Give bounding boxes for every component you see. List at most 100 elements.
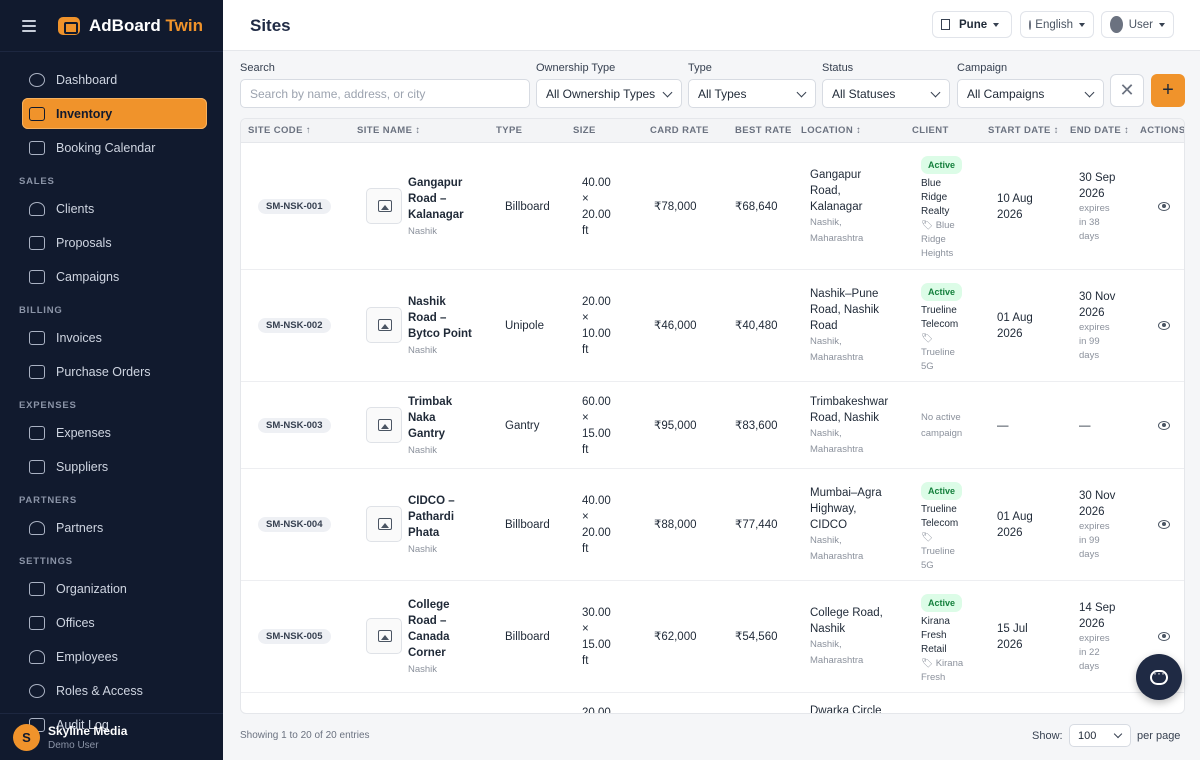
table-row[interactable]: 20.00 Dwarka Circle	[241, 693, 1184, 713]
sidebar-item-proposals[interactable]: Proposals	[22, 227, 207, 258]
column-header[interactable]: CARD RATE	[650, 125, 709, 136]
campaign-name-line[interactable]: Ridge	[921, 234, 946, 245]
client-name-line[interactable]: Ridge	[921, 192, 948, 203]
user-name: User	[1128, 18, 1153, 31]
sidebar-item-purchase-orders[interactable]: Purchase Orders	[22, 356, 207, 387]
column-header[interactable]: BEST RATE	[735, 125, 792, 136]
campaign-name-line[interactable]: 🏷 Blue	[921, 220, 955, 231]
chat-button[interactable]	[1136, 654, 1182, 700]
client-name-line[interactable]: Fresh	[921, 629, 947, 641]
sidebar-item-expenses[interactable]: Expenses	[22, 417, 207, 448]
expires-line: expires	[1079, 202, 1110, 214]
site-thumbnail[interactable]	[366, 307, 402, 343]
sidebar-item-label: Campaigns	[56, 269, 120, 284]
size-lines: 40.00 × 20.00 ft	[582, 175, 611, 239]
sidebar-item-organization[interactable]: Organization	[22, 573, 207, 604]
type-select[interactable]: All Types	[688, 79, 816, 108]
sidebar-section-heading: BILLING	[19, 305, 63, 316]
campaign-name-line[interactable]: Fresh	[921, 671, 946, 683]
table-row[interactable]: SM-NSK-005 College Road – Canada Corner Nashi…	[241, 581, 1184, 693]
location-lines: Mumbai–Agra Highway, CIDCO Nashik, Maharasht…	[810, 485, 882, 565]
search-input[interactable]: Search by name, address, or city	[240, 79, 530, 108]
start-lines-line: 10 Aug	[997, 192, 1033, 205]
view-eye-icon[interactable]	[1158, 420, 1170, 430]
client-cell: Active Trueline Telecom 🏷 Trueline 5G	[921, 481, 973, 573]
size-lines-line: 20.00	[582, 296, 611, 308]
sidebar-item-booking-calendar[interactable]: Booking Calendar	[22, 132, 207, 163]
sidebar-section-heading: SETTINGS	[19, 556, 73, 567]
add-site-button[interactable]: +	[1151, 74, 1185, 107]
client-name-line[interactable]: Retail	[921, 643, 947, 655]
sidebar-item-clients[interactable]: Clients	[22, 193, 207, 224]
column-header[interactable]: SITE CODE ↑	[248, 125, 311, 136]
location-lines-line: Road,	[810, 184, 841, 197]
name-lines-line: Kalanagar	[408, 208, 464, 221]
sidebar-item-campaigns[interactable]: Campaigns	[22, 261, 207, 292]
column-header[interactable]: CLIENT	[912, 125, 949, 136]
column-header[interactable]: END DATE ↕	[1070, 125, 1130, 136]
column-header[interactable]: TYPE	[496, 125, 523, 136]
campaign-name-line[interactable]: 🏷	[921, 531, 934, 543]
client-name-line[interactable]: Telecom	[921, 318, 959, 330]
expires-line: days	[1079, 230, 1100, 242]
table-row[interactable]: SM-NSK-001 Gangapur Road – Kalanagar Nashik B…	[241, 143, 1184, 270]
location-lines-line: Kalanagar	[810, 200, 863, 213]
page-size-select[interactable]: 100	[1069, 724, 1131, 747]
table-row[interactable]: SM-NSK-003 Trimbak Naka Gantry Nashik Gantry 6…	[241, 382, 1184, 469]
campaign-name-line[interactable]: 🏷 Kirana	[921, 657, 964, 669]
view-eye-icon[interactable]	[1158, 632, 1170, 641]
column-header[interactable]: SIZE	[573, 125, 596, 136]
sidebar-item-employees[interactable]: Employees	[22, 641, 207, 672]
client-name-line[interactable]: Kirana	[921, 615, 950, 627]
sidebar-item-roles-access[interactable]: Roles & Access	[22, 675, 207, 706]
hamburger-menu-icon[interactable]	[22, 19, 36, 32]
sidebar-item-invoices[interactable]: Invoices	[22, 322, 207, 353]
end-lines: —	[1079, 418, 1091, 434]
column-header[interactable]: START DATE ↕	[988, 125, 1059, 136]
sidebar-item-dashboard[interactable]: Dashboard	[22, 64, 207, 95]
logo-icon	[58, 16, 80, 35]
clear-filters-button[interactable]: ✕	[1110, 74, 1144, 107]
sidebar-item-partners[interactable]: Partners	[22, 512, 207, 543]
city-selector[interactable]: Pune	[932, 11, 1012, 38]
campaign-name-line[interactable]: Trueline	[921, 346, 955, 358]
globe-icon	[1029, 19, 1032, 30]
column-header[interactable]: LOCATION ↕	[801, 125, 862, 136]
expires-line: expires	[1079, 521, 1110, 532]
name-lines-line: Bytco Point	[408, 328, 472, 340]
language-selector[interactable]: English	[1020, 11, 1094, 38]
org-switcher[interactable]: S Skyline Media Demo User	[0, 713, 223, 760]
location-lines: College Road, Nashik Nashik, Maharashtra	[810, 605, 883, 669]
sidebar-item-offices[interactable]: Offices	[22, 607, 207, 638]
campaign-name-line[interactable]: 5G	[921, 559, 934, 571]
campaign-name-line[interactable]: 5G	[921, 360, 934, 372]
site-thumbnail[interactable]	[366, 506, 402, 542]
client-name-line[interactable]: Blue	[921, 178, 942, 189]
sidebar-item-label: Clients	[56, 201, 95, 216]
view-eye-icon[interactable]	[1158, 201, 1170, 211]
user-menu[interactable]: User	[1101, 11, 1174, 38]
client-name-line[interactable]: Telecom	[921, 517, 959, 529]
view-eye-icon[interactable]	[1158, 520, 1170, 529]
sidebar-item-inventory[interactable]: Inventory	[22, 98, 207, 129]
client-name-line[interactable]: Trueline	[921, 304, 957, 316]
client-name-line[interactable]: Realty	[921, 206, 950, 217]
table-row[interactable]: SM-NSK-002 Nashik Road – Bytco Point Nashik U…	[241, 270, 1184, 382]
table-row[interactable]: SM-NSK-004 CIDCO – Pathardi Phata Nashik Bill…	[241, 469, 1184, 581]
campaign-name-line[interactable]: 🏷	[921, 332, 934, 344]
campaign-select[interactable]: All Campaigns	[957, 79, 1104, 108]
location-city-line: Nashik,	[810, 535, 842, 546]
site-thumbnail[interactable]	[366, 406, 402, 443]
campaign-name-line[interactable]: Heights	[921, 248, 954, 259]
sidebar-item-suppliers[interactable]: Suppliers	[22, 451, 207, 482]
client-name-line[interactable]: Trueline	[921, 503, 957, 515]
ownership-type-select[interactable]: All Ownership Types	[536, 79, 682, 108]
start-lines: 15 Jul 2026	[997, 621, 1028, 653]
campaign-name-line[interactable]: Trueline	[921, 545, 955, 557]
column-header[interactable]: SITE NAME ↕	[357, 125, 421, 136]
view-eye-icon[interactable]	[1158, 321, 1170, 330]
status-select[interactable]: All Statuses	[822, 79, 950, 108]
site-thumbnail[interactable]	[366, 618, 402, 654]
site-thumbnail[interactable]	[366, 187, 402, 224]
document-icon	[29, 235, 45, 250]
